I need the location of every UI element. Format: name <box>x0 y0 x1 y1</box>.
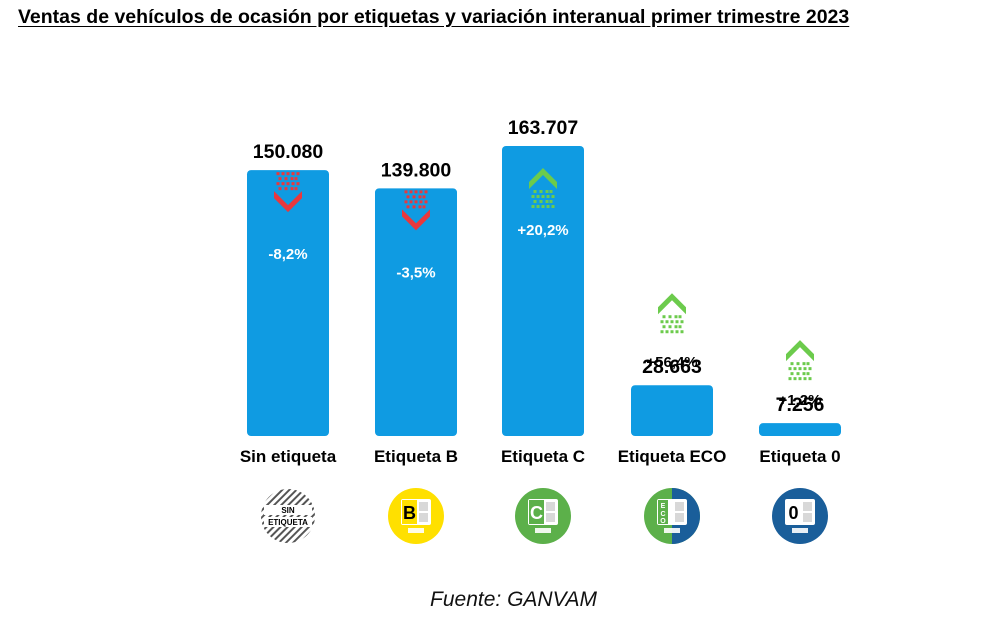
bar <box>759 423 841 436</box>
yoy-change-label: -3,5% <box>396 264 435 281</box>
svg-text:SIN: SIN <box>281 506 295 515</box>
yoy-change-label: +56,4% <box>646 354 697 371</box>
etiqueta-eco-badge-icon: ECO <box>644 488 700 544</box>
bar <box>375 188 457 436</box>
trend-up-icon <box>529 168 557 208</box>
value-label: 28.663 <box>642 356 702 378</box>
yoy-change-label: +1,2% <box>779 392 822 409</box>
etiqueta-0-badge-icon: 0 <box>772 488 828 544</box>
source-caption: Fuente: GANVAM <box>430 588 597 611</box>
category-label: Etiqueta 0 <box>759 447 840 466</box>
svg-text:ETIQUETA: ETIQUETA <box>268 518 308 527</box>
category-label: Sin etiqueta <box>240 447 337 466</box>
trend-down-icon <box>402 190 430 231</box>
value-label: 139.800 <box>381 159 452 181</box>
svg-text:E: E <box>661 503 666 510</box>
yoy-change-label: -8,2% <box>268 246 307 263</box>
bar <box>247 170 329 436</box>
svg-text:O: O <box>660 518 666 525</box>
etiqueta-b-badge-icon: B <box>388 488 444 544</box>
value-label: 163.707 <box>508 117 579 139</box>
etiqueta-c-badge-icon: C <box>515 488 571 544</box>
bar <box>502 146 584 436</box>
svg-text:C: C <box>660 511 665 518</box>
trend-up-icon <box>786 340 814 381</box>
svg-text:0: 0 <box>788 503 798 523</box>
sin-etiqueta-badge-icon: SIN ETIQUETA <box>261 489 315 543</box>
category-label: Etiqueta B <box>374 447 458 466</box>
yoy-change-label: +20,2% <box>517 222 568 239</box>
category-label: Etiqueta ECO <box>618 447 727 466</box>
chart-title: Ventas de vehículos de ocasión por etiqu… <box>18 6 850 28</box>
svg-text:C: C <box>530 503 543 523</box>
category-label: Etiqueta C <box>501 447 585 466</box>
trend-up-icon <box>658 293 686 334</box>
trend-down-icon <box>274 172 302 213</box>
value-label: 7.256 <box>776 394 825 416</box>
value-label: 150.080 <box>253 141 324 163</box>
svg-text:B: B <box>403 503 416 523</box>
bar <box>631 385 713 436</box>
